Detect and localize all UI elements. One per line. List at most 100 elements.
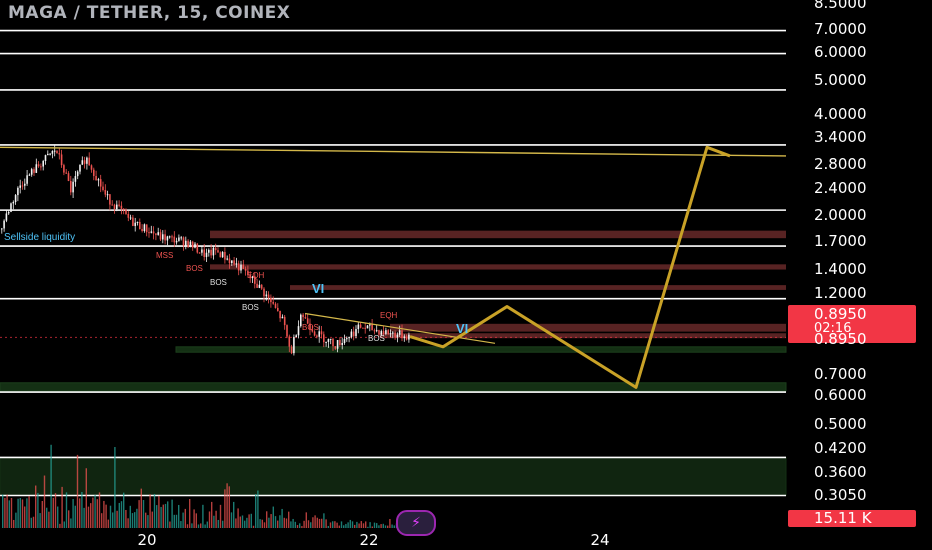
candle-body — [398, 330, 401, 335]
supply-zone — [390, 323, 786, 332]
time-axis[interactable]: 20 22 24 — [137, 531, 609, 549]
volume-bar — [158, 495, 160, 528]
candle-body — [118, 204, 120, 206]
candle-body — [212, 247, 215, 256]
candle-body — [210, 249, 212, 256]
volume-bar — [356, 521, 358, 528]
candle-body — [102, 186, 104, 190]
candle-body — [408, 334, 410, 340]
volume-bar — [301, 526, 303, 528]
demand-zone — [0, 382, 787, 392]
chart-title: MAGA / TETHER, 15, COINEX — [8, 3, 291, 23]
candle-body — [7, 211, 10, 214]
volume-bar — [184, 508, 186, 528]
demand-zone — [175, 346, 787, 353]
volume-bar — [279, 515, 281, 528]
volume-bar — [389, 518, 391, 528]
candle-body — [56, 150, 58, 154]
volume-layer — [2, 444, 400, 528]
candle-body — [332, 338, 334, 347]
candle-body — [327, 339, 330, 342]
volume-bar — [87, 506, 90, 528]
candle-body — [122, 208, 125, 210]
time-axis-label: 20 — [137, 531, 156, 549]
volume-bar — [303, 520, 305, 528]
candle-body — [21, 185, 24, 187]
volume-bar — [107, 519, 109, 528]
candle-body — [288, 336, 291, 347]
volume-bar — [65, 492, 68, 528]
candle-body — [19, 185, 21, 188]
volume-bar — [376, 523, 378, 528]
price-axis-label: 3.4000 — [814, 128, 867, 146]
volume-bar — [123, 492, 125, 528]
candle-body — [97, 179, 100, 181]
candle-body — [389, 333, 392, 335]
volume-bar — [217, 519, 219, 528]
volume-bar — [387, 525, 389, 528]
candle-body — [178, 237, 180, 241]
candle-body — [217, 250, 219, 253]
volume-bar — [290, 521, 292, 528]
volume-bar — [76, 454, 79, 528]
candle-body — [201, 249, 203, 253]
volume-bar — [10, 497, 13, 528]
volume-bar — [2, 494, 4, 528]
volume-bar — [178, 504, 180, 528]
volume-bar — [191, 523, 193, 528]
candle-body — [362, 327, 364, 329]
volume-bar — [266, 511, 268, 528]
zone-layer — [0, 230, 787, 497]
candle-body — [387, 330, 389, 335]
volume-bar — [299, 523, 301, 528]
volume-bar — [35, 485, 37, 528]
candle-layer — [1, 145, 410, 356]
candle-body — [37, 164, 40, 167]
volume-bar — [70, 518, 72, 528]
candle-body — [309, 323, 311, 330]
price-axis-label: 2.0000 — [814, 206, 867, 224]
candle-body — [81, 160, 84, 165]
volume-bar — [19, 498, 21, 528]
volume-bar — [252, 525, 255, 528]
volume-bar — [109, 505, 112, 528]
countdown-label: 02:16 — [814, 321, 851, 336]
price-axis[interactable]: 8.5000 7.0000 6.0000 5.0000 4.0000 3.4000 2.80… — [788, 0, 916, 527]
price-axis-label: 1.2000 — [814, 284, 867, 302]
candle-body — [366, 325, 369, 329]
volume-bar — [13, 519, 15, 528]
candle-body — [380, 331, 383, 335]
candle-body — [93, 169, 95, 176]
volume-bar — [354, 524, 356, 528]
volume-bar — [162, 504, 164, 528]
candle-body — [79, 164, 81, 172]
candle-body — [164, 234, 166, 241]
candle-body — [152, 231, 155, 234]
candle-body — [251, 276, 254, 279]
volume-bar — [391, 524, 393, 528]
previous-close-label: 0.8950 — [814, 330, 867, 348]
candle-body — [221, 251, 224, 258]
candle-body — [127, 213, 130, 218]
candle-body — [83, 160, 86, 164]
candle-body — [60, 154, 63, 166]
price-axis-label: 1.7000 — [814, 232, 867, 250]
candle-body — [5, 213, 8, 221]
volume-bar — [92, 497, 94, 528]
volume-bar — [345, 523, 347, 528]
volume-bar — [349, 519, 351, 528]
volume-bar — [332, 521, 334, 528]
volume-bar — [241, 515, 244, 528]
lightning-icon[interactable]: ⚡ — [396, 510, 436, 536]
volume-bar — [101, 513, 103, 528]
time-axis-label: 24 — [590, 531, 609, 549]
candle-body — [14, 195, 17, 203]
volume-bar — [222, 520, 224, 528]
candle-body — [198, 252, 201, 254]
volume-bar — [246, 517, 248, 528]
volume-bar — [17, 498, 19, 528]
candle-body — [339, 340, 341, 346]
volume-bar — [21, 499, 24, 528]
demand-zone — [0, 456, 787, 497]
